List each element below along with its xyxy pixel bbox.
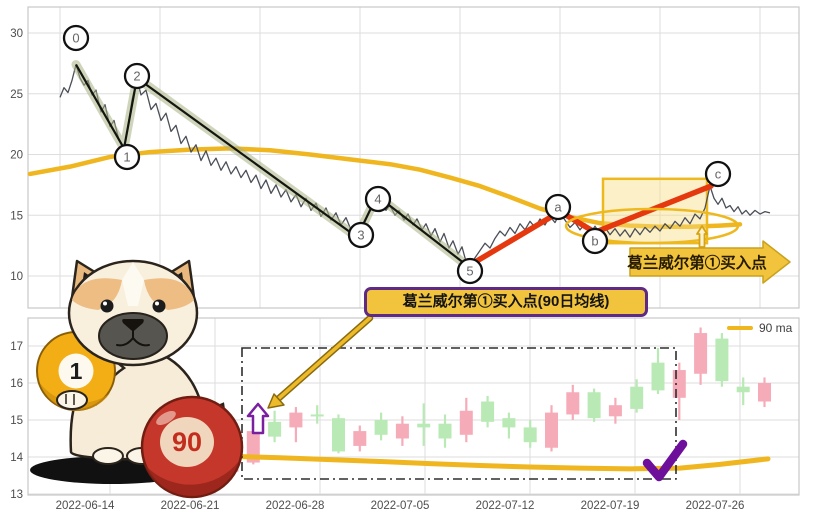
candle-body <box>353 431 367 446</box>
zigzag-marker-label: 0 <box>72 31 79 46</box>
candle-body <box>715 338 729 382</box>
candle-body <box>395 423 409 439</box>
candle-body <box>289 412 303 428</box>
y-tick-label: 14 <box>10 452 23 464</box>
paw-toes <box>65 394 75 405</box>
x-tick-label: 2022-06-14 <box>56 500 115 512</box>
zigzag-marker-label: 2 <box>133 69 140 84</box>
buy-point-banner-arrow: 葛兰威尔第①买入点 <box>627 240 791 284</box>
downtrend-line <box>75 64 469 268</box>
dog-mouth <box>116 329 150 347</box>
dog-eye-left <box>100 299 114 313</box>
zigzag-marker <box>581 227 609 255</box>
midline-annotation-box: 葛兰威尔第①买入点(90日均线) <box>364 287 648 317</box>
zigzag-marker-label: a <box>554 200 562 215</box>
ma-line-top <box>27 146 743 230</box>
zigzag-marker-label: c <box>715 167 722 182</box>
candle-body <box>268 421 282 437</box>
y-tick-label: 16 <box>10 378 23 390</box>
y-tick-label: 10 <box>10 271 23 283</box>
y-tick-label: 30 <box>10 28 23 40</box>
ball-90: 90 <box>140 395 244 499</box>
candle-body <box>374 420 388 435</box>
dog-mascot-image: 1 90 <box>30 259 244 499</box>
zigzag-marker-label: 3 <box>357 228 364 243</box>
x-tick-label: 2022-07-19 <box>581 500 640 512</box>
ma-line-bottom <box>227 453 771 472</box>
candle-body <box>566 392 580 415</box>
candle-body <box>459 410 473 435</box>
x-tick-label: 2022-07-05 <box>371 500 430 512</box>
x-tick-label: 2022-06-21 <box>161 500 220 512</box>
bottom-plot-border <box>27 317 800 496</box>
zigzag-marker-label: 1 <box>123 150 130 165</box>
dog-head <box>67 259 199 367</box>
highlight-ellipse <box>564 207 740 245</box>
zigzag-marker-label: 4 <box>374 192 381 207</box>
zigzag-marker-label: b <box>591 234 598 249</box>
dog-blaze <box>122 262 144 306</box>
candle-body <box>651 362 665 391</box>
zigzag-marker <box>113 143 141 171</box>
candle-body <box>523 427 537 443</box>
candle-body <box>736 386 750 393</box>
x-tick-label: 2022-07-26 <box>686 500 745 512</box>
y-tick-label: 13 <box>10 489 23 501</box>
y-tick-label: 20 <box>10 150 23 162</box>
x-tick-label: 2022-06-28 <box>266 500 325 512</box>
top-price-chart: 30 25 20 15 10 0 1 2 3 4 5 a b c <box>10 6 800 309</box>
candle-body <box>545 412 558 448</box>
ball-1-number: 1 <box>70 358 83 384</box>
y-tick-label: 25 <box>10 89 23 101</box>
ma-legend-label: 90 ma <box>759 321 793 335</box>
purple-checkmark <box>642 439 688 482</box>
ma-legend-swatch-icon <box>727 326 753 330</box>
dog-paw-left <box>92 447 124 465</box>
candle-body <box>417 423 431 428</box>
candle-body <box>332 418 345 452</box>
dog-paw-on-ball <box>56 390 88 410</box>
candle-body <box>438 423 452 439</box>
long-pointer-arrow <box>267 314 374 409</box>
hollow-up-arrow <box>246 402 270 435</box>
candle-body <box>310 414 324 417</box>
zigzag-marker <box>347 221 375 249</box>
candle-body <box>694 333 708 374</box>
candle-body <box>502 418 516 428</box>
zigzag-marker <box>364 185 392 213</box>
y-tick-label: 15 <box>10 415 23 427</box>
y-tick-label: 17 <box>10 341 23 353</box>
candle-body <box>758 383 771 402</box>
dashed-selection-box <box>241 347 677 480</box>
dog-nose <box>122 319 144 331</box>
zigzag-marker <box>456 257 484 285</box>
candle-body <box>587 392 601 419</box>
small-up-arrow-icon <box>696 225 708 248</box>
zigzag-marker <box>62 24 90 52</box>
candle-body <box>608 405 622 417</box>
ma-legend: 90 ma <box>727 321 792 335</box>
y-tick-label: 15 <box>10 210 23 222</box>
candle-body <box>672 370 686 398</box>
zigzag-marker <box>123 62 151 90</box>
ball-90-number: 90 <box>172 427 202 457</box>
dog-eye-right <box>152 299 166 313</box>
candle-body <box>481 401 495 422</box>
zigzag-marker <box>544 193 572 221</box>
zigzag-marker <box>704 160 732 188</box>
buy-point-banner-label: 葛兰威尔第①买入点 <box>627 253 767 272</box>
candle-body <box>630 386 644 409</box>
zigzag-marker-label: 5 <box>466 264 473 279</box>
annotation-layer: 葛兰威尔第①买入点 <box>246 225 791 482</box>
x-tick-label: 2022-07-12 <box>476 500 535 512</box>
